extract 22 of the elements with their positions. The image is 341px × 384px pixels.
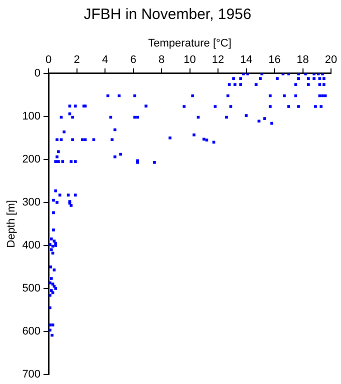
- x-tick-label: 16: [268, 54, 281, 66]
- x-tick-label: 12: [212, 54, 224, 66]
- x-tick-label: 14: [240, 54, 252, 66]
- x-tick-label: 18: [296, 54, 309, 66]
- y-axis-title: Depth [m]: [6, 200, 18, 248]
- x-tick-label: 4: [102, 54, 108, 66]
- y-tick-label: 0: [34, 67, 41, 80]
- x-tick-label: 20: [324, 54, 338, 66]
- y-tick-label: 700: [22, 368, 41, 380]
- x-axis-title: Temperature [°C]: [148, 38, 232, 50]
- y-tick-label: 600: [22, 325, 41, 338]
- y-tick-label: 300: [22, 196, 41, 208]
- y-tick-label: 200: [22, 153, 41, 166]
- x-tick-label: 6: [130, 54, 136, 66]
- y-tick-label: 400: [22, 239, 41, 252]
- chart-title: JFBH in November, 1956: [84, 6, 252, 24]
- x-tick-label: 0: [45, 54, 52, 66]
- y-tick-label: 500: [22, 282, 41, 294]
- x-tick-label: 2: [74, 54, 80, 66]
- x-tick-label: 10: [184, 54, 196, 66]
- x-tick-label: 8: [158, 54, 165, 66]
- y-tick-label: 100: [22, 110, 41, 122]
